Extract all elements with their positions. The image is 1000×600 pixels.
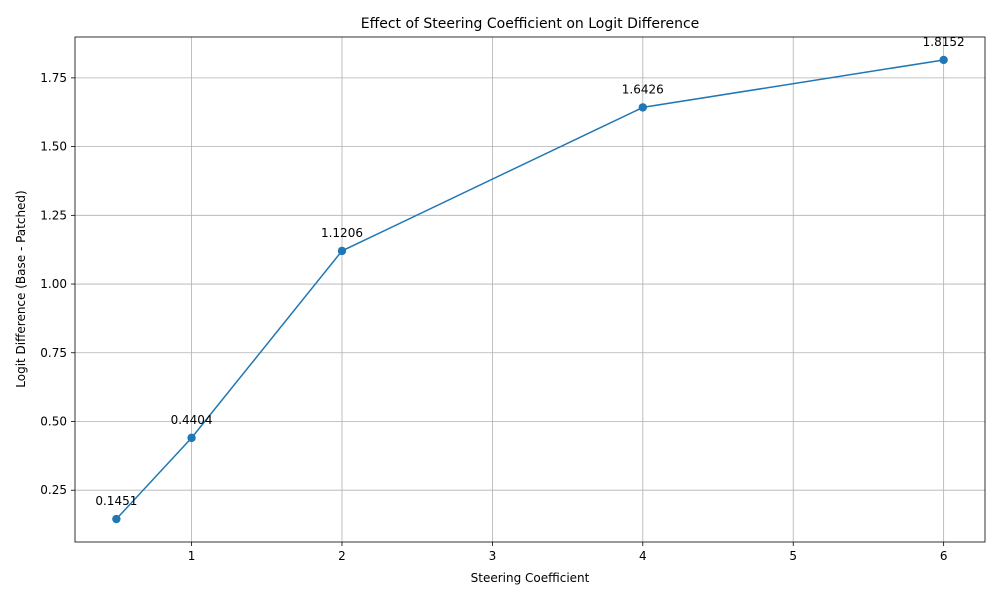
x-tick-label: 3 [489, 549, 497, 563]
data-label: 1.6426 [622, 82, 664, 96]
data-point [939, 55, 948, 65]
y-axis-label: Logit Difference (Base - Patched) [14, 190, 28, 387]
y-tick-label: 1.25 [40, 208, 67, 222]
y-tick-label: 1.00 [40, 277, 67, 291]
data-point [187, 433, 196, 443]
data-point [337, 246, 347, 256]
data-label: 1.8152 [923, 35, 965, 49]
series-line-group [112, 55, 948, 524]
y-tick-label: 1.50 [40, 140, 67, 154]
x-axis-label: Steering Coefficient [471, 571, 590, 585]
data-point [638, 103, 648, 112]
y-tick-label: 0.75 [40, 346, 67, 360]
y-tick-label: 0.50 [40, 414, 67, 428]
data-labels: 0.1451 0.4404 1.1206 1.6426 1.8152 [95, 35, 964, 508]
ticks: 1 2 3 4 5 6 0.25 0.50 0.75 1.00 1.25 1.50 1.75 [40, 71, 947, 563]
x-tick-label: 2 [338, 549, 346, 563]
x-tick-label: 5 [789, 549, 797, 563]
x-tick-label: 4 [639, 549, 647, 563]
axes [74, 36, 986, 543]
data-label: 0.4404 [171, 413, 213, 427]
data-point [112, 514, 121, 524]
y-tick-label: 0.25 [40, 483, 67, 497]
x-tick-label: 1 [188, 549, 196, 563]
grid [75, 37, 985, 542]
series-line [115, 59, 944, 520]
x-tick-label: 6 [940, 549, 948, 563]
chart-title: Effect of Steering Coefficient on Logit … [361, 16, 700, 32]
plot-frame [74, 36, 986, 543]
data-label: 1.1206 [321, 226, 363, 240]
data-label: 0.1451 [95, 494, 137, 508]
y-tick-label: 1.75 [40, 71, 67, 85]
